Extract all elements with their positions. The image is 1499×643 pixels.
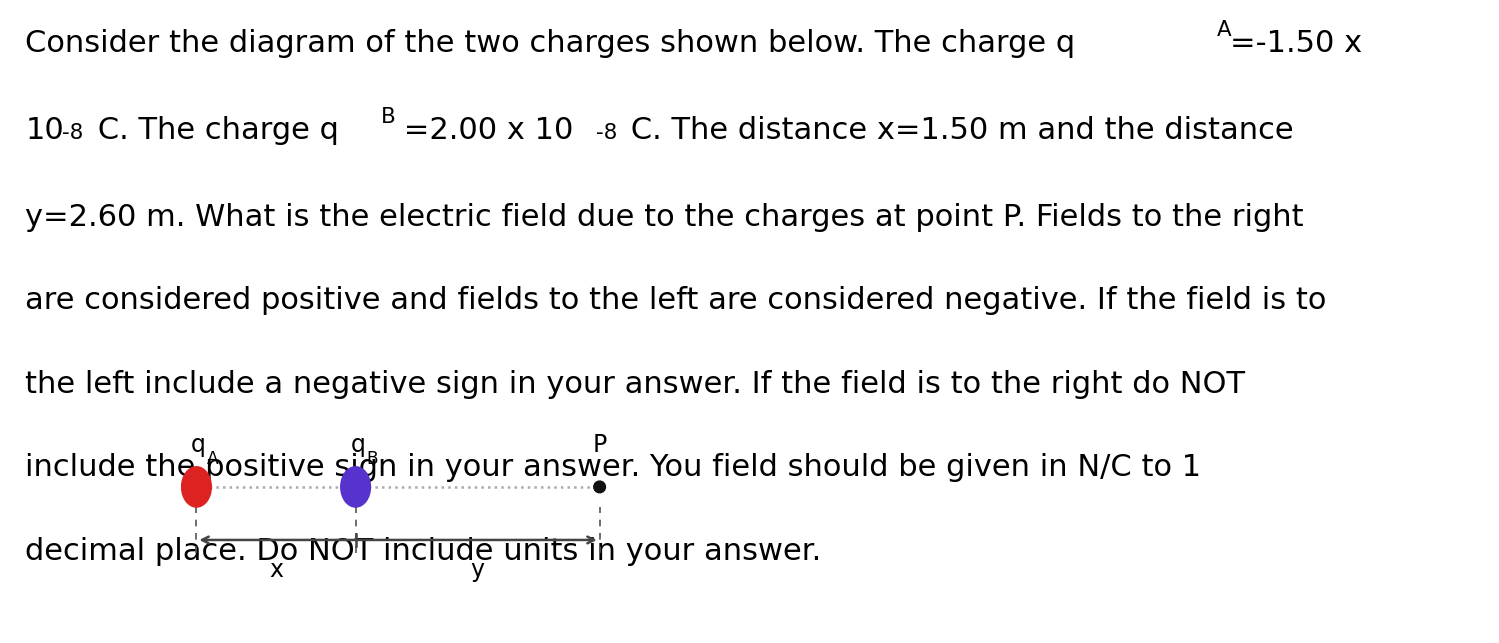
Text: C. The charge q: C. The charge q	[88, 116, 339, 145]
Text: the left include a negative sign in your answer. If the field is to the right do: the left include a negative sign in your…	[25, 370, 1246, 399]
Text: include the positive sign in your answer. You field should be given in N/C to 1: include the positive sign in your answer…	[25, 453, 1202, 482]
Text: =2.00 x 10: =2.00 x 10	[394, 116, 573, 145]
Text: =-1.50 x: =-1.50 x	[1231, 29, 1363, 58]
Text: q: q	[351, 433, 366, 457]
Text: y=2.60 m. What is the electric field due to the charges at point P. Fields to th: y=2.60 m. What is the electric field due…	[25, 203, 1304, 231]
Text: A: A	[1217, 20, 1232, 40]
Text: q: q	[192, 433, 205, 457]
Text: B: B	[381, 107, 396, 127]
Text: -8: -8	[595, 123, 618, 143]
Text: are considered positive and fields to the left are considered negative. If the f: are considered positive and fields to th…	[25, 286, 1327, 315]
Text: A: A	[207, 450, 219, 468]
Text: Consider the diagram of the two charges shown below. The charge q: Consider the diagram of the two charges …	[25, 29, 1076, 58]
Text: -8: -8	[61, 123, 84, 143]
Circle shape	[594, 481, 606, 493]
Text: P: P	[592, 433, 607, 457]
Text: x: x	[268, 557, 283, 582]
Text: B: B	[366, 450, 378, 468]
Ellipse shape	[340, 467, 370, 507]
Text: C. The distance x=1.50 m and the distance: C. The distance x=1.50 m and the distanc…	[621, 116, 1294, 145]
Ellipse shape	[181, 467, 211, 507]
Text: y: y	[471, 557, 484, 582]
Text: decimal place. Do NOT include units in your answer.: decimal place. Do NOT include units in y…	[25, 537, 821, 566]
Text: 10: 10	[25, 116, 64, 145]
